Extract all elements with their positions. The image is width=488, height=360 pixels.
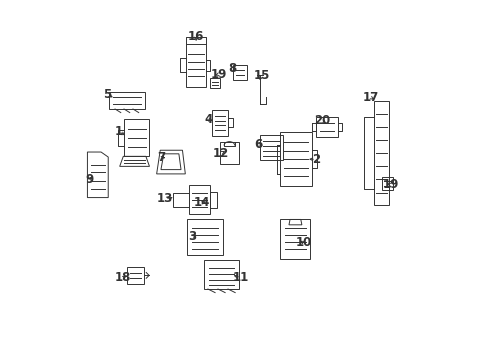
Text: 8: 8 — [227, 62, 236, 75]
Text: 9: 9 — [85, 173, 94, 186]
Text: 4: 4 — [204, 113, 212, 126]
Text: 20: 20 — [314, 114, 330, 127]
Text: 13: 13 — [157, 192, 173, 205]
Text: 19: 19 — [210, 68, 226, 81]
Text: 1: 1 — [114, 125, 122, 138]
Text: 7: 7 — [157, 151, 165, 164]
Text: 16: 16 — [187, 30, 204, 43]
Text: 18: 18 — [115, 271, 131, 284]
Text: 11: 11 — [232, 271, 248, 284]
Text: 3: 3 — [188, 230, 196, 243]
Text: 2: 2 — [311, 153, 320, 166]
Text: 10: 10 — [295, 236, 311, 249]
Text: 17: 17 — [362, 91, 378, 104]
Text: 19: 19 — [382, 178, 398, 191]
Text: 6: 6 — [254, 138, 263, 151]
Text: 5: 5 — [103, 88, 111, 101]
Text: 14: 14 — [193, 197, 209, 210]
Text: 15: 15 — [253, 69, 269, 82]
Text: 12: 12 — [213, 147, 229, 159]
